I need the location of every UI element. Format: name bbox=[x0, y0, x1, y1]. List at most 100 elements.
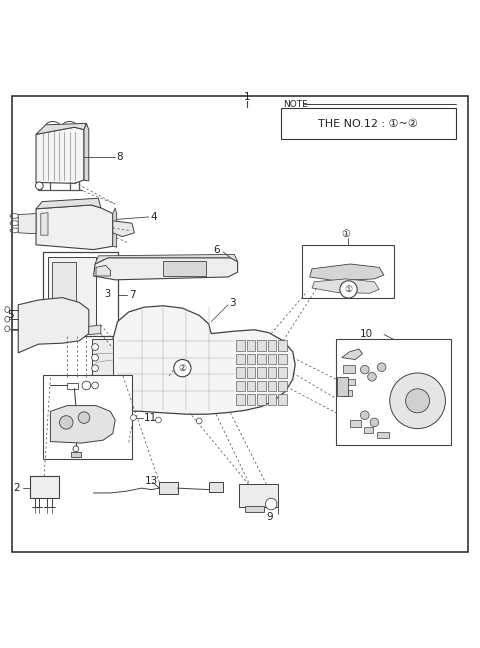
Bar bbox=[336, 340, 451, 445]
Text: ①: ① bbox=[345, 285, 352, 294]
Text: 5: 5 bbox=[7, 310, 13, 320]
Circle shape bbox=[92, 343, 98, 351]
Bar bbox=[278, 394, 287, 404]
Polygon shape bbox=[113, 208, 117, 247]
Bar bbox=[245, 506, 264, 512]
Circle shape bbox=[360, 411, 369, 419]
Polygon shape bbox=[94, 258, 238, 280]
Bar bbox=[247, 380, 255, 391]
Bar bbox=[236, 340, 245, 351]
Bar bbox=[268, 354, 276, 364]
Bar bbox=[163, 260, 206, 276]
Bar bbox=[48, 257, 96, 331]
Bar bbox=[346, 378, 355, 386]
Circle shape bbox=[60, 415, 73, 429]
Circle shape bbox=[92, 354, 98, 361]
Circle shape bbox=[131, 415, 136, 421]
Bar bbox=[281, 108, 456, 139]
Text: ①: ① bbox=[341, 229, 350, 238]
Polygon shape bbox=[36, 198, 101, 209]
Polygon shape bbox=[312, 279, 379, 294]
Circle shape bbox=[92, 382, 98, 389]
Polygon shape bbox=[113, 221, 134, 237]
Polygon shape bbox=[18, 297, 89, 353]
Bar bbox=[278, 380, 287, 391]
Polygon shape bbox=[41, 213, 48, 235]
Polygon shape bbox=[310, 264, 384, 281]
Circle shape bbox=[196, 418, 202, 424]
Bar bbox=[257, 367, 266, 378]
Bar bbox=[52, 262, 76, 305]
Polygon shape bbox=[50, 406, 115, 443]
Bar bbox=[159, 482, 178, 494]
Bar bbox=[247, 354, 255, 364]
Bar bbox=[247, 394, 255, 404]
Text: 10: 10 bbox=[360, 329, 373, 339]
Bar bbox=[268, 367, 276, 378]
Circle shape bbox=[78, 412, 90, 423]
Polygon shape bbox=[92, 340, 113, 376]
Circle shape bbox=[368, 373, 376, 381]
Text: 9: 9 bbox=[266, 512, 273, 522]
Bar bbox=[364, 427, 373, 434]
Bar bbox=[337, 376, 348, 396]
Circle shape bbox=[92, 365, 98, 371]
Circle shape bbox=[406, 389, 430, 413]
Polygon shape bbox=[89, 325, 101, 334]
Bar bbox=[71, 452, 81, 457]
Bar bbox=[236, 380, 245, 391]
Bar bbox=[268, 380, 276, 391]
Text: NOTE: NOTE bbox=[283, 100, 308, 109]
Bar bbox=[377, 432, 389, 438]
Text: 1: 1 bbox=[244, 93, 251, 102]
Polygon shape bbox=[36, 205, 113, 249]
Circle shape bbox=[390, 373, 445, 428]
Text: ②: ② bbox=[179, 364, 186, 373]
Bar bbox=[257, 354, 266, 364]
Bar bbox=[257, 380, 266, 391]
Circle shape bbox=[73, 446, 79, 452]
Circle shape bbox=[265, 498, 277, 510]
Polygon shape bbox=[110, 306, 295, 414]
Polygon shape bbox=[342, 349, 362, 360]
Bar bbox=[236, 354, 245, 364]
Polygon shape bbox=[84, 123, 89, 181]
Bar bbox=[30, 476, 59, 498]
Bar bbox=[236, 367, 245, 378]
Polygon shape bbox=[36, 127, 84, 183]
Circle shape bbox=[174, 360, 191, 376]
Bar bbox=[257, 340, 266, 351]
Text: THE NO.12 : ①~②: THE NO.12 : ①~② bbox=[318, 119, 419, 128]
Text: 8: 8 bbox=[117, 152, 123, 162]
Text: 4: 4 bbox=[150, 212, 157, 222]
Text: 6: 6 bbox=[214, 244, 220, 255]
Bar bbox=[268, 340, 276, 351]
Bar bbox=[268, 394, 276, 404]
Circle shape bbox=[370, 418, 379, 427]
Circle shape bbox=[377, 363, 386, 371]
Text: 7: 7 bbox=[129, 290, 135, 300]
Bar bbox=[43, 252, 118, 336]
Bar bbox=[350, 420, 361, 427]
Polygon shape bbox=[96, 266, 110, 276]
Text: 3: 3 bbox=[229, 298, 236, 308]
Bar bbox=[257, 394, 266, 404]
Bar bbox=[278, 340, 287, 351]
Text: 3: 3 bbox=[105, 289, 111, 299]
Text: 11: 11 bbox=[144, 413, 157, 422]
Text: 2: 2 bbox=[13, 483, 20, 493]
Polygon shape bbox=[36, 123, 86, 134]
Bar bbox=[236, 394, 245, 404]
Polygon shape bbox=[95, 255, 238, 264]
Bar bbox=[67, 382, 78, 389]
Circle shape bbox=[82, 381, 91, 389]
Bar bbox=[239, 484, 278, 507]
Circle shape bbox=[340, 281, 357, 298]
Circle shape bbox=[156, 417, 161, 423]
Circle shape bbox=[36, 182, 43, 190]
Bar bbox=[278, 354, 287, 364]
Bar bbox=[247, 340, 255, 351]
Bar bbox=[278, 367, 287, 378]
Polygon shape bbox=[18, 214, 36, 234]
Bar bbox=[43, 375, 132, 459]
